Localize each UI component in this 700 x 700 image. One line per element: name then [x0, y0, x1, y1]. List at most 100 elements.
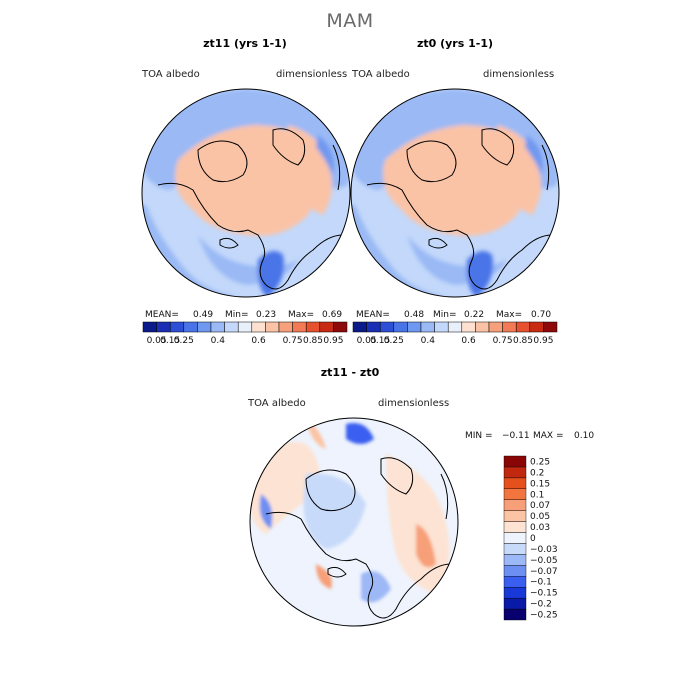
- panel2-mean-value: 0.48: [404, 310, 425, 320]
- panel1-field-region: [175, 125, 317, 236]
- panel1-field-region: [257, 251, 284, 297]
- panel1-colorbar-tick-label: 0.15: [160, 336, 180, 346]
- panel2-title: zt0 (yrs 1-1): [416, 37, 494, 50]
- panel2-colorbar-swatch: [475, 321, 490, 333]
- panel1-colorbar-swatch: [197, 321, 212, 333]
- panel2-coastline: [406, 140, 457, 183]
- panel2-colorbar-swatch: [529, 321, 544, 333]
- panel2-mean-label: MEAN=: [356, 310, 390, 320]
- panel1-map-border: [141, 88, 351, 298]
- panel1-colorbar-swatch: [319, 321, 334, 333]
- panel3-coastline: [327, 566, 347, 578]
- panel3-colorbar-swatch: [503, 565, 527, 577]
- panel2-colorbar-tick-label: 0.05: [357, 336, 377, 346]
- panel2-variable: TOA albedo: [352, 69, 410, 80]
- panel3-field-region: [316, 564, 332, 589]
- panel2-colorbar-swatch: [393, 321, 408, 333]
- panel3-map: [249, 417, 459, 627]
- panel2-colorbar-tick-label: 0.15: [370, 336, 390, 346]
- panel3-colorbar-level-label: 0.2: [530, 468, 544, 478]
- panel2-colorbar-tick-label: 0.95: [533, 336, 553, 346]
- panel3-colorbar-level-label: −0.15: [530, 589, 558, 599]
- panel1-colorbar-swatch: [278, 321, 293, 333]
- panel2-colorbar-swatch: [434, 321, 449, 333]
- panel1-colorbar-swatch: [183, 321, 198, 333]
- panel2-min-label: Min=: [433, 310, 457, 320]
- panel2-map: [350, 88, 560, 298]
- panel3-coastline: [305, 469, 356, 512]
- panel3-variable: TOA albedo: [248, 398, 306, 409]
- panel3-max-value: 0.10: [574, 431, 595, 441]
- panel2-colorbar-swatch: [352, 321, 367, 333]
- panel3-coastline: [440, 473, 449, 520]
- panel3-colorbar-level-label: 0.1: [530, 490, 544, 500]
- panel3-colorbar-level-label: 0.15: [530, 479, 550, 489]
- panel1-max-label: Max=: [288, 310, 315, 320]
- panel3-colorbar-swatch: [503, 510, 527, 522]
- panel1-colorbar-tick-label: 0.25: [174, 336, 194, 346]
- panel3-colorbar-swatch: [503, 532, 527, 544]
- panel2-colorbar-swatch: [502, 321, 517, 333]
- panel3-coastline: [265, 511, 452, 619]
- panel3-colorbar-level-label: −0.25: [530, 611, 558, 621]
- panel2-colorbar-swatch: [379, 321, 395, 333]
- panel2-map-border: [350, 88, 560, 298]
- panel2-colorbar-tick-label: 0.6: [461, 336, 476, 346]
- panel3-max-label: MAX =: [533, 431, 564, 441]
- panel2-field-region: [466, 251, 493, 297]
- season-title: MAM: [326, 10, 374, 32]
- panel2-units: dimensionless: [483, 69, 555, 80]
- panel3-colorbar-level-label: −0.2: [530, 600, 552, 610]
- panel2-max-value: 0.70: [531, 310, 552, 320]
- panel2-coastline: [366, 182, 553, 290]
- panel2-colorbar-swatch: [407, 321, 422, 333]
- panel1-max-value: 0.69: [322, 310, 343, 320]
- panel3-units: dimensionless: [378, 398, 450, 409]
- panel1-colorbar-tick-label: 0.85: [303, 336, 323, 346]
- panel2-min-value: 0.22: [464, 310, 485, 320]
- panel3-colorbar-level-label: −0.03: [530, 545, 558, 555]
- panel2-colorbar-tick-label: 0.25: [384, 336, 404, 346]
- panel3-colorbar-swatch: [503, 586, 527, 599]
- panel3-colorbar-swatch: [503, 554, 527, 566]
- panel1-mean-label: MEAN=: [145, 310, 179, 320]
- panel2-max-label: Max=: [496, 310, 523, 320]
- panel3-colorbar-level-label: 0.07: [530, 501, 550, 511]
- panel2-colorbar-swatch: [461, 321, 476, 333]
- panel2-colorbar-swatch: [447, 321, 463, 333]
- panel2-coastline: [428, 237, 448, 249]
- panel2-colorbar-swatch: [515, 321, 531, 333]
- panel1-mean-value: 0.49: [193, 310, 214, 320]
- panel2-colorbar-swatch: [543, 321, 558, 333]
- panel3-field-region: [259, 494, 273, 529]
- panel3-title: zt11 - zt0: [320, 366, 380, 379]
- panel3-colorbar-level-label: 0.03: [530, 523, 550, 533]
- panel2-colorbar-swatch: [488, 321, 503, 333]
- panel3-colorbar-level-label: −0.05: [530, 556, 558, 566]
- panel1-colorbar-swatch: [292, 321, 307, 333]
- panel3-colorbar-swatch: [503, 597, 527, 610]
- panel1-coastline: [332, 144, 341, 191]
- panel2-field-region: [525, 135, 543, 175]
- panel1-coastline: [219, 237, 239, 249]
- panel2-colorbar-swatch: [420, 321, 435, 333]
- panel3-map-border: [249, 417, 459, 627]
- panel2-colorbar-swatch: [366, 321, 381, 333]
- panel3-field-region: [416, 524, 436, 568]
- panel3-colorbar-swatch: [503, 499, 527, 511]
- panel2-field-region: [383, 125, 526, 236]
- panel1-colorbar-tick-label: 0.75: [283, 336, 303, 346]
- panel1-colorbar-swatch: [333, 321, 348, 333]
- panel1-colorbar-swatch: [265, 321, 280, 333]
- panel3-colorbar-swatch: [503, 466, 527, 479]
- panel3-colorbar-swatch: [503, 576, 527, 588]
- panel3-field-region: [303, 473, 366, 549]
- panel1-min-label: Min=: [225, 310, 249, 320]
- panel3-colorbar-level-label: 0: [530, 534, 536, 544]
- panel3-colorbar-swatch: [503, 608, 527, 621]
- panel3-min-value: −0.11: [502, 431, 530, 441]
- panel3-colorbar: −0.25−0.2−0.15−0.1−0.07−0.05−0.0300.030.…: [503, 455, 558, 621]
- panel1-map: [141, 88, 351, 298]
- panel1-units: dimensionless: [276, 69, 348, 80]
- panel3-colorbar-level-label: −0.1: [530, 578, 552, 588]
